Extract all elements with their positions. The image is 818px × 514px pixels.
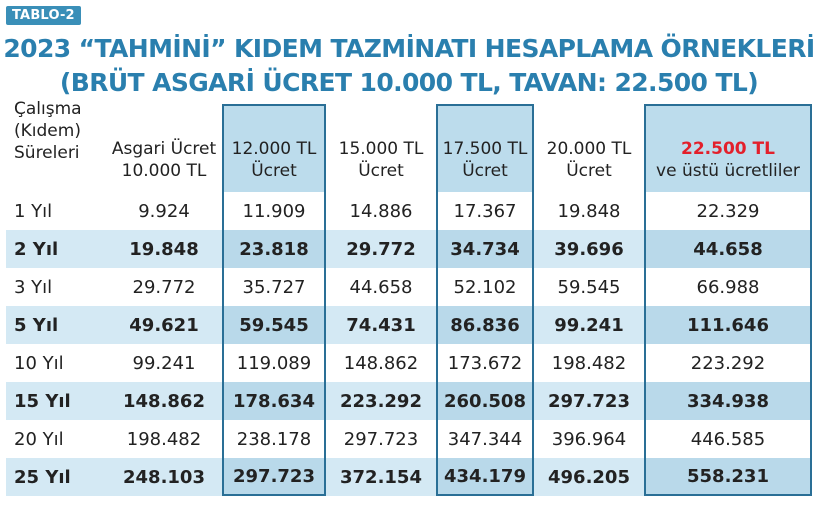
value-cell: 99.241 <box>554 314 624 336</box>
table-body: 1 Yıl 9.924 11.909 14.886 17.367 19.848 22.329… <box>6 192 812 496</box>
value-cell: 59.545 <box>222 306 326 344</box>
page-title: 2023 “TAHMİNİ” KIDEM TAZMİNATI HESAPLAMA… <box>3 34 815 63</box>
value-cell: 49.621 <box>129 314 199 336</box>
value-cell: 86.836 <box>436 306 534 344</box>
value-cell: 260.508 <box>436 382 534 420</box>
period-cell: 25 Yıl <box>14 466 71 488</box>
value-cell: 248.103 <box>123 466 205 488</box>
period-cell: 3 Yıl <box>14 276 53 298</box>
value-cell: 22.329 <box>644 192 812 230</box>
value-cell: 238.178 <box>222 420 326 458</box>
value-cell: 148.862 <box>343 352 419 374</box>
value-cell: 19.848 <box>557 200 621 222</box>
header-line1: 20.000 TL <box>546 139 632 159</box>
value-cell: 446.585 <box>644 420 812 458</box>
table-header-row: Çalışma (Kıdem) Süreleri Asgari Ücret 10… <box>6 99 812 192</box>
value-cell: 34.734 <box>436 230 534 268</box>
value-cell: 44.658 <box>349 276 413 298</box>
value-cell: 29.772 <box>346 238 416 260</box>
table-row: 2 Yıl 19.848 23.818 29.772 34.734 39.696 44.65… <box>6 230 812 268</box>
table-row: 25 Yıl 248.103 297.723 372.154 434.179 496.20… <box>6 458 812 496</box>
value-cell: 558.231 <box>644 458 812 496</box>
period-cell: 10 Yıl <box>14 352 64 374</box>
value-cell: 178.634 <box>222 382 326 420</box>
value-cell: 198.482 <box>551 352 627 374</box>
header-line2: 10.000 TL <box>121 161 207 181</box>
value-cell: 223.292 <box>340 390 422 412</box>
table-row: 5 Yıl 49.621 59.545 74.431 86.836 99.241 111.6… <box>6 306 812 344</box>
period-cell: 5 Yıl <box>14 314 59 336</box>
header-15000: 15.000 TL Ücret <box>326 104 436 192</box>
value-cell: 9.924 <box>138 200 190 222</box>
value-cell: 59.545 <box>557 276 621 298</box>
value-cell: 99.241 <box>132 352 196 374</box>
value-cell: 74.431 <box>346 314 416 336</box>
value-cell: 52.102 <box>436 268 534 306</box>
header-period-line1: Çalışma <box>14 99 82 119</box>
value-cell: 39.696 <box>554 238 624 260</box>
table-row: 15 Yıl 148.862 178.634 223.292 260.508 297.72… <box>6 382 812 420</box>
value-cell: 111.646 <box>644 306 812 344</box>
table-row: 3 Yıl 29.772 35.727 44.658 52.102 59.545 66.98… <box>6 268 812 306</box>
value-cell: 19.848 <box>129 238 199 260</box>
severance-table: Çalışma (Kıdem) Süreleri Asgari Ücret 10… <box>6 99 812 496</box>
table-row: 1 Yıl 9.924 11.909 14.886 17.367 19.848 22.329 <box>6 192 812 230</box>
value-cell: 434.179 <box>436 458 534 496</box>
header-period-line2: (Kıdem) <box>14 121 81 141</box>
value-cell: 11.909 <box>222 192 326 230</box>
value-cell: 223.292 <box>644 344 812 382</box>
header-line2: ve üstü ücretliler <box>656 161 800 181</box>
value-cell: 496.205 <box>548 466 630 488</box>
header-line2: Ücret <box>566 161 612 181</box>
value-cell: 119.089 <box>222 344 326 382</box>
header-20000: 20.000 TL Ücret <box>534 104 644 192</box>
value-cell: 14.886 <box>349 200 413 222</box>
header-line1: 17.500 TL <box>442 139 528 159</box>
header-line2: Ücret <box>358 161 404 181</box>
header-17500: 17.500 TL Ücret <box>436 104 534 192</box>
page-subtitle: (BRÜT ASGARİ ÜCRET 10.000 TL, TAVAN: 22.… <box>59 68 759 97</box>
period-cell: 2 Yıl <box>14 238 59 260</box>
value-cell: 347.344 <box>436 420 534 458</box>
header-line2: Ücret <box>462 161 508 181</box>
value-cell: 297.723 <box>343 428 419 450</box>
value-cell: 198.482 <box>126 428 202 450</box>
value-cell: 23.818 <box>222 230 326 268</box>
header-line2: Ücret <box>251 161 297 181</box>
value-cell: 396.964 <box>551 428 627 450</box>
period-cell: 1 Yıl <box>14 200 53 222</box>
header-period-line3: Süreleri <box>14 143 80 163</box>
table-row: 10 Yıl 99.241 119.089 148.862 173.672 198.482… <box>6 344 812 382</box>
value-cell: 334.938 <box>644 382 812 420</box>
table-tag: TABLO-2 <box>6 6 81 25</box>
header-22500-plus: 22.500 TL ve üstü ücretliler <box>644 104 812 192</box>
header-12000: 12.000 TL Ücret <box>222 104 326 192</box>
header-line1: 15.000 TL <box>338 139 424 159</box>
header-line1: 12.000 TL <box>231 139 317 159</box>
value-cell: 148.862 <box>123 390 205 412</box>
table-row: 20 Yıl 198.482 238.178 297.723 347.344 396.96… <box>6 420 812 458</box>
value-cell: 173.672 <box>436 344 534 382</box>
period-cell: 20 Yıl <box>14 428 64 450</box>
header-line1: Asgari Ücret <box>111 139 217 159</box>
value-cell: 35.727 <box>222 268 326 306</box>
period-cell: 15 Yıl <box>14 390 71 412</box>
value-cell: 44.658 <box>644 230 812 268</box>
header-line1: 22.500 TL <box>681 139 775 159</box>
value-cell: 29.772 <box>132 276 196 298</box>
value-cell: 297.723 <box>222 458 326 496</box>
value-cell: 66.988 <box>644 268 812 306</box>
value-cell: 297.723 <box>548 390 630 412</box>
header-min-wage: Asgari Ücret 10.000 TL <box>106 104 222 192</box>
value-cell: 17.367 <box>436 192 534 230</box>
header-period: Çalışma (Kıdem) Süreleri <box>6 98 106 192</box>
value-cell: 372.154 <box>340 466 422 488</box>
